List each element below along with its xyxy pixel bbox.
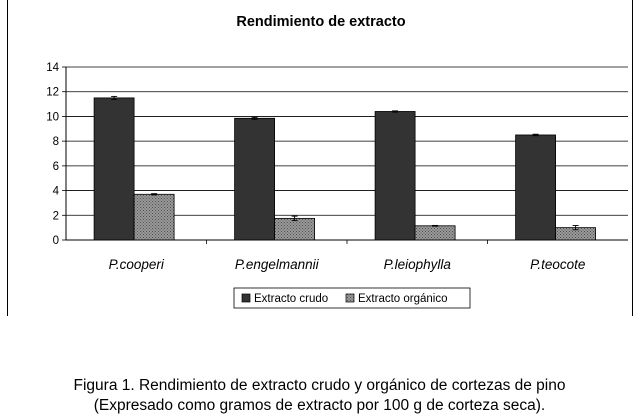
bar-extracto-organico-1 bbox=[274, 217, 316, 241]
figure-caption-line-1: Figura 1. Rendimiento de extracto crudo … bbox=[73, 377, 566, 394]
x-category-label: P.leiophylla bbox=[384, 257, 452, 272]
legend-label: Extracto orgánico bbox=[358, 293, 448, 305]
legend-swatch bbox=[241, 293, 251, 303]
chart-title: Rendimiento de extracto bbox=[236, 14, 405, 30]
y-tick-label: 8 bbox=[53, 136, 59, 148]
y-tick-label: 10 bbox=[46, 111, 59, 123]
bar-extracto-crudo-2 bbox=[374, 111, 416, 241]
y-tick-label: 4 bbox=[53, 186, 60, 198]
bar-extracto-organico-2 bbox=[414, 225, 456, 241]
y-tick-label: 0 bbox=[53, 235, 59, 247]
bar-chart: Rendimiento de extracto 0 2 4 6 8 10 12 14 P.coo… bbox=[46, 14, 628, 309]
chart-frame: Rendimiento de extracto 0 2 4 6 8 10 12 14 P.coo… bbox=[7, 0, 633, 316]
y-tick-label: 6 bbox=[53, 161, 59, 173]
y-tick-label: 12 bbox=[46, 87, 59, 99]
x-category-label: P.engelmannii bbox=[235, 257, 320, 272]
legend: Extracto crudo Extracto orgánico bbox=[233, 287, 471, 309]
bar-extracto-crudo-1 bbox=[234, 117, 276, 241]
bar-extracto-crudo-0 bbox=[93, 97, 135, 241]
x-category-label: P.teocote bbox=[530, 257, 585, 272]
legend-label: Extracto crudo bbox=[254, 293, 328, 305]
bar-extracto-organico-0 bbox=[133, 193, 175, 241]
y-tick-label: 2 bbox=[53, 210, 59, 222]
legend-swatch bbox=[345, 293, 355, 303]
x-category-label: P.cooperi bbox=[109, 257, 165, 272]
figure-caption-line-2: (Expresado como gramos de extracto por 1… bbox=[93, 397, 546, 414]
bar-extracto-crudo-3 bbox=[515, 134, 557, 241]
y-tick-label: 14 bbox=[46, 62, 59, 74]
